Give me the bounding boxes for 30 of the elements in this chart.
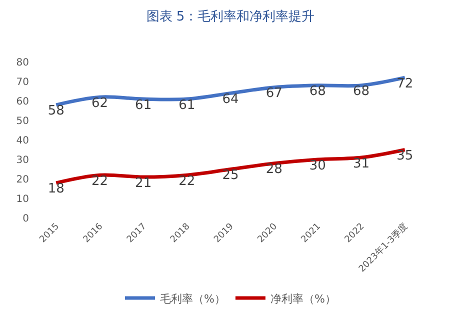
y-tick-label: 0 [22, 214, 29, 224]
data-label: 61 [135, 98, 152, 113]
data-label: 21 [135, 176, 152, 191]
y-tick-label: 10 [16, 194, 29, 205]
data-label: 68 [309, 84, 326, 100]
data-label: 31 [352, 156, 370, 172]
data-label: 28 [266, 162, 282, 178]
legend-label: 毛利率（%） [160, 292, 226, 306]
legend-label: 净利率（%） [270, 292, 336, 306]
data-label: 35 [396, 148, 414, 164]
data-label: 67 [266, 86, 282, 102]
y-tick-label: 30 [16, 155, 29, 166]
data-label: 25 [222, 168, 239, 183]
data-label: 72 [396, 76, 414, 92]
data-label: 30 [309, 158, 326, 174]
data-label: 62 [91, 96, 108, 111]
y-tick-label: 60 [16, 96, 29, 108]
y-tick-label: 50 [16, 116, 29, 127]
data-label: 58 [48, 104, 64, 119]
data-label: 22 [91, 174, 108, 189]
chart-title: 图表 5：毛利率和净利率提升 [146, 8, 315, 25]
data-label: 22 [178, 174, 196, 189]
y-tick-label: 80 [16, 58, 29, 68]
data-label: 64 [222, 92, 239, 107]
data-label: 68 [352, 84, 370, 100]
y-tick-label: 70 [16, 77, 29, 88]
y-tick-label: 40 [16, 136, 29, 146]
data-label: 18 [48, 182, 64, 197]
data-label: 61 [178, 98, 196, 113]
y-tick-label: 20 [16, 174, 29, 186]
